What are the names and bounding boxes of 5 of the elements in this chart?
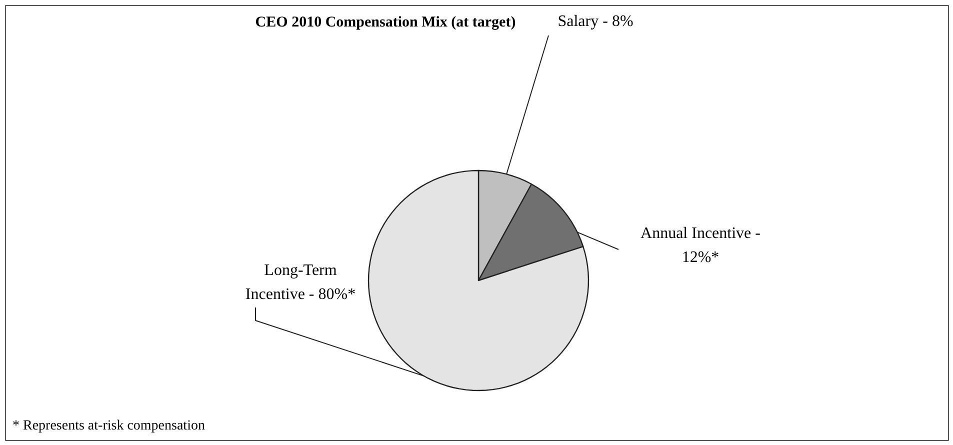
slice-label: Long-Term Incentive - 80%*	[245, 262, 356, 303]
legend-label: Annual Incentive - 12%*	[640, 225, 760, 266]
chart-title: CEO 2010 Compensation Mix (at target)	[255, 14, 516, 30]
text: * Represents at-risk compensation	[12, 418, 205, 434]
slice-label: Salary - 8%	[558, 13, 634, 30]
